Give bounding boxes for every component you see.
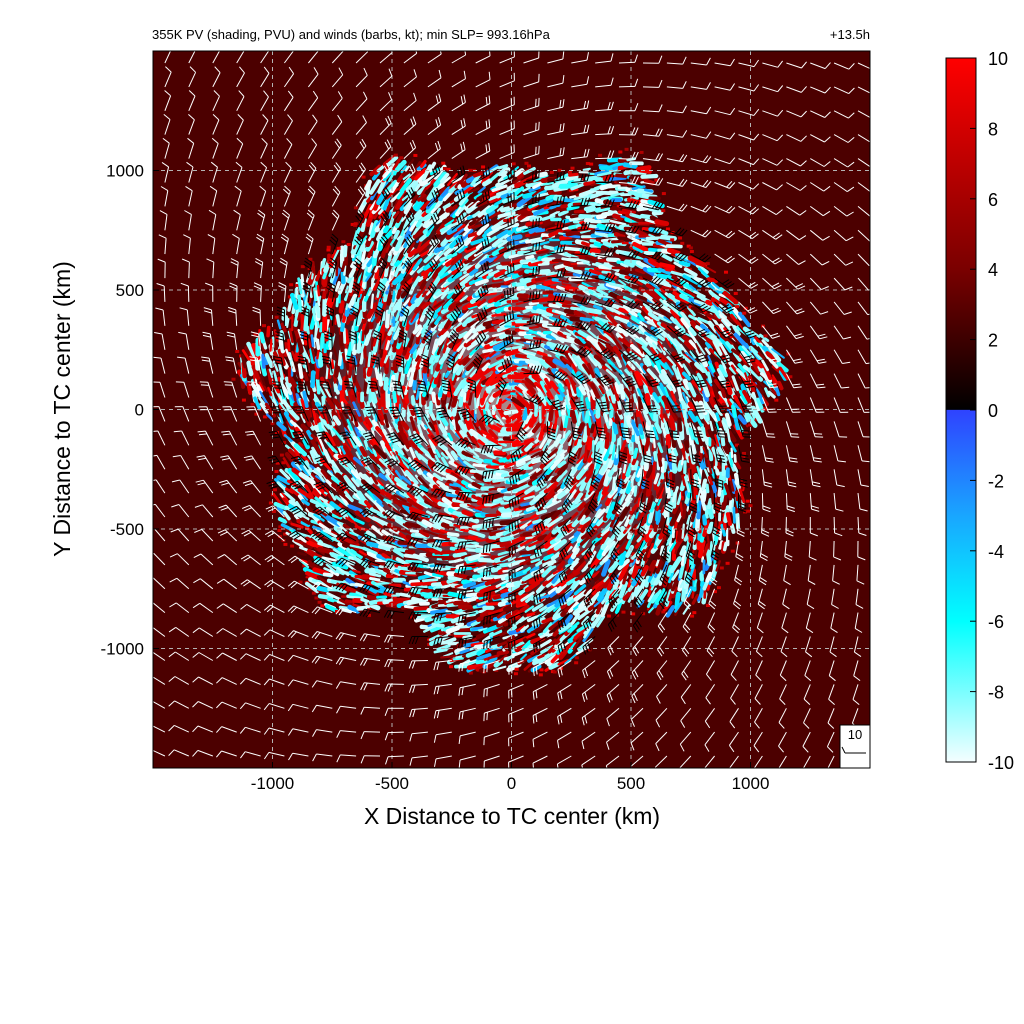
y-tick-label: 0 xyxy=(135,401,144,420)
colorbar-tick-label: 10 xyxy=(988,49,1008,69)
colorbar-tick-label: 6 xyxy=(988,190,998,210)
colorbar-tick-label: -8 xyxy=(988,683,1004,703)
colorbar-tick-label: 4 xyxy=(988,260,998,280)
y-tick-label: -500 xyxy=(110,520,144,539)
pv-field xyxy=(231,147,793,677)
x-tick-label: 0 xyxy=(507,774,516,793)
y-axis: -1000 -500 0 500 1000 xyxy=(101,162,159,659)
colorbar-tick-label: -4 xyxy=(988,542,1004,562)
x-axis: -1000 -500 0 500 1000 xyxy=(251,762,770,793)
y-tick-label: 500 xyxy=(116,281,144,300)
colorbar-ticks: 10 8 6 4 2 0 -2 -4 -6 -8 -10 xyxy=(970,49,1014,773)
y-axis-label: Y Distance to TC center (km) xyxy=(49,261,75,557)
x-tick-label: 500 xyxy=(617,774,645,793)
colorbar-tick-label: 0 xyxy=(988,401,998,421)
colorbar-tick-label: 8 xyxy=(988,119,998,139)
x-tick-label: -500 xyxy=(375,774,409,793)
colorbar: 10 8 6 4 2 0 -2 -4 -6 -8 -10 xyxy=(945,49,1014,773)
colorbar-tick-label: -2 xyxy=(988,471,1004,491)
wind-barbs xyxy=(153,51,870,768)
y-tick-label: -1000 xyxy=(101,640,144,659)
chart-title: 355K PV (shading, PVU) and winds (barbs,… xyxy=(152,27,550,42)
forecast-time-label: +13.5h xyxy=(829,27,870,42)
colorbar-tick-label: -6 xyxy=(988,612,1004,632)
reference-barb-label: 10 xyxy=(848,727,862,742)
y-tick-label: 1000 xyxy=(106,162,144,181)
reference-barb-box: 10 xyxy=(839,724,871,769)
x-tick-label: -1000 xyxy=(251,774,294,793)
colorbar-tick-label: -10 xyxy=(988,753,1014,773)
x-axis-label: X Distance to TC center (km) xyxy=(364,803,660,829)
x-tick-label: 1000 xyxy=(732,774,770,793)
colorbar-tick-label: 2 xyxy=(988,331,998,351)
